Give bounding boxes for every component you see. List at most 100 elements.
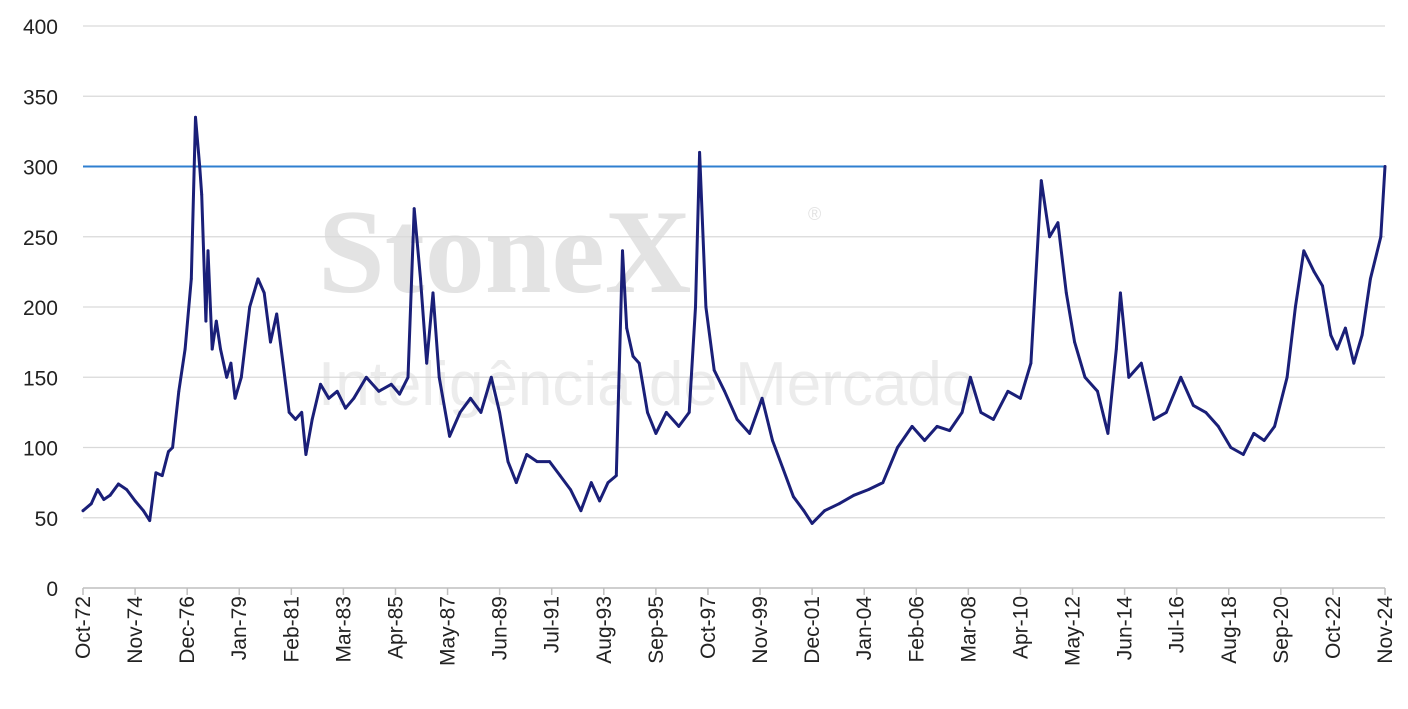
data-point — [1191, 404, 1195, 407]
data-point — [214, 319, 218, 323]
data-point — [419, 277, 422, 281]
x-tick-label: Apr-10 — [1009, 596, 1032, 659]
data-point — [606, 481, 610, 484]
data-point — [1379, 235, 1383, 239]
data-point — [677, 425, 681, 428]
data-point — [1229, 446, 1233, 449]
x-tick-label: Jan-79 — [228, 596, 251, 660]
data-point — [183, 347, 187, 351]
data-point — [748, 432, 751, 435]
data-point — [1164, 411, 1168, 414]
x-tick-label: Apr-85 — [384, 596, 407, 659]
data-point — [304, 453, 308, 456]
data-point — [569, 488, 572, 491]
data-point — [1114, 347, 1118, 351]
data-point — [437, 375, 441, 379]
data-point — [506, 460, 510, 463]
x-tick-label: Jan-04 — [853, 596, 876, 661]
data-point — [281, 361, 285, 365]
data-point — [704, 305, 708, 309]
x-tick-label: Mar-83 — [332, 596, 355, 663]
data-point — [412, 207, 416, 211]
x-tick-label: Aug-18 — [1218, 596, 1241, 664]
data-point — [598, 499, 601, 503]
data-point — [204, 319, 208, 323]
data-point — [177, 389, 181, 393]
series-line — [81, 115, 1387, 525]
gridlines — [83, 25, 1385, 519]
data-point — [694, 305, 697, 309]
y-tick-label: 150 — [23, 367, 58, 390]
x-tick-label: Oct-72 — [72, 596, 95, 659]
data-point — [142, 509, 145, 513]
data-point — [248, 305, 252, 309]
data-point — [81, 509, 85, 513]
x-tick-label: Jun-89 — [489, 596, 512, 660]
data-point — [781, 467, 785, 470]
data-point — [89, 502, 93, 506]
x-tick-label: Oct-97 — [697, 596, 720, 659]
x-tick-label: Sep-20 — [1270, 596, 1293, 664]
data-point — [1073, 340, 1076, 344]
data-point — [637, 361, 641, 365]
x-tick-label: Sep-95 — [645, 596, 668, 664]
data-point — [377, 389, 381, 393]
data-point — [881, 481, 885, 484]
data-point — [319, 382, 322, 386]
data-point — [625, 326, 629, 330]
data-point — [960, 411, 964, 414]
data-point — [1252, 432, 1256, 435]
data-point — [108, 493, 112, 497]
data-point — [923, 439, 926, 442]
x-tick-label: Oct-22 — [1322, 596, 1345, 659]
y-axis-ticks: 0 50 100 150 200 250 300 350 400 — [23, 16, 58, 601]
data-point — [448, 434, 451, 438]
data-point — [687, 411, 691, 414]
x-tick-label: Aug-93 — [593, 596, 616, 664]
data-point — [810, 522, 814, 525]
data-point — [1119, 291, 1122, 295]
data-point — [654, 432, 658, 435]
data-point — [1312, 270, 1316, 274]
data-point — [646, 411, 649, 414]
watermark-brand: StoneX — [318, 185, 691, 318]
data-point — [102, 498, 106, 501]
watermark-registered-mark: ® — [808, 204, 821, 224]
x-tick-label: Jul-91 — [541, 596, 564, 653]
data-point — [1056, 221, 1060, 225]
data-point — [535, 460, 539, 463]
data-point — [579, 509, 583, 513]
data-point — [1064, 291, 1068, 295]
x-tick-label: Jul-16 — [1166, 596, 1189, 653]
data-point — [310, 418, 314, 421]
data-point — [225, 375, 229, 379]
data-point — [1083, 375, 1087, 379]
x-tick-label: Dec-01 — [801, 596, 824, 664]
data-point — [160, 474, 164, 477]
data-point — [219, 347, 222, 351]
data-point — [735, 418, 739, 421]
data-point — [1029, 361, 1033, 365]
data-point — [458, 411, 462, 414]
data-point — [631, 354, 635, 358]
data-point — [1127, 375, 1131, 379]
data-point — [1048, 235, 1051, 239]
data-point — [294, 418, 297, 421]
data-point — [896, 446, 899, 449]
data-point — [792, 495, 795, 499]
data-point — [948, 429, 951, 432]
data-point — [1383, 165, 1387, 168]
data-point — [352, 396, 356, 400]
data-point — [198, 165, 202, 168]
data-point — [233, 396, 237, 400]
x-tick-label: Nov-99 — [749, 596, 772, 664]
data-point — [548, 460, 551, 463]
data-point — [96, 488, 99, 491]
data-point — [558, 474, 562, 477]
data-point — [154, 471, 158, 475]
series-layer — [81, 115, 1387, 525]
data-point — [664, 411, 668, 414]
data-point — [823, 509, 826, 513]
data-point — [489, 375, 493, 379]
